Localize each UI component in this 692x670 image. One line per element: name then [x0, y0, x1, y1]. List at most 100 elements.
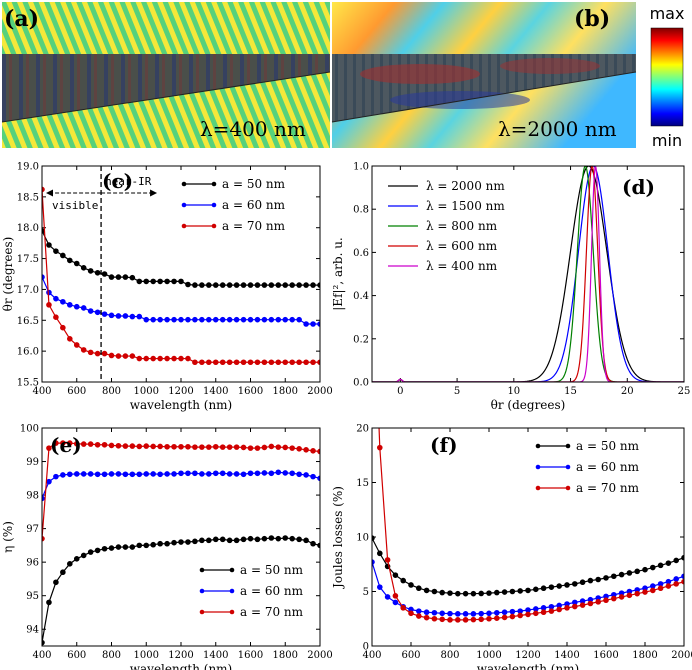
- data-point: [199, 471, 205, 477]
- data-point: [101, 271, 108, 277]
- data-point: [143, 278, 150, 285]
- data-point: [73, 342, 80, 348]
- data-point: [206, 282, 212, 288]
- data-point: [494, 609, 500, 616]
- data-point: [261, 535, 268, 542]
- legend-marker: [565, 464, 571, 470]
- x-tick-label: 1600: [238, 386, 263, 397]
- y-tick-label: 99: [26, 457, 39, 468]
- data-point: [53, 440, 59, 446]
- data-point: [226, 444, 233, 450]
- data-point: [129, 544, 136, 550]
- data-point: [240, 282, 247, 288]
- data-point: [212, 316, 219, 323]
- legend-label: a = 60 nm: [222, 198, 286, 212]
- data-point: [462, 611, 469, 617]
- data-point: [247, 445, 254, 451]
- data-point: [178, 355, 184, 362]
- data-point: [310, 321, 316, 327]
- data-point: [400, 605, 407, 611]
- data-point: [219, 316, 226, 323]
- x-tick-label: 10: [507, 386, 520, 397]
- chart-c: 400 600 800 1000 1200 1400 1600 1800 2000 15.5 16.…: [1, 162, 333, 413]
- data-point: [247, 316, 254, 323]
- data-point: [626, 592, 633, 599]
- y-tick-label: 18.0: [17, 223, 39, 234]
- colorbar-gradient: [650, 27, 684, 127]
- legend-marker: [229, 609, 235, 615]
- y-tick-label: 0.0: [353, 378, 369, 389]
- data-point: [579, 602, 586, 608]
- data-point: [219, 359, 226, 366]
- legend-label: a = 50 nm: [240, 563, 304, 577]
- legend-marker: [199, 567, 205, 573]
- series-line: [42, 189, 320, 363]
- data-point: [494, 589, 500, 596]
- data-point: [377, 584, 383, 590]
- data-point: [501, 589, 508, 595]
- data-point: [423, 614, 430, 621]
- data-point: [122, 274, 129, 280]
- data-point: [548, 584, 555, 590]
- data-point: [129, 313, 136, 320]
- data-point: [268, 470, 275, 477]
- legend-marker: [181, 202, 187, 208]
- data-point: [94, 350, 101, 357]
- series-line: [42, 230, 320, 286]
- data-point: [416, 608, 422, 614]
- data-point: [226, 316, 233, 323]
- x-tick-label: 2000: [307, 650, 332, 661]
- y-axis-label: η (%): [1, 521, 15, 553]
- data-point: [94, 471, 101, 478]
- data-point: [431, 609, 438, 616]
- data-point: [164, 540, 170, 547]
- x-axis-label: wavelength (nm): [130, 662, 233, 670]
- data-point: [240, 316, 247, 323]
- data-point: [185, 281, 191, 288]
- data-point: [60, 252, 66, 259]
- data-point: [143, 443, 150, 449]
- data-point: [53, 473, 59, 480]
- data-point: [206, 537, 212, 544]
- x-axis-label: θr (degrees): [491, 398, 566, 412]
- data-point: [317, 475, 320, 482]
- data-point: [556, 606, 563, 613]
- data-point: [240, 444, 247, 451]
- data-point: [192, 282, 198, 288]
- data-point: [53, 248, 59, 254]
- data-point: [129, 274, 136, 281]
- data-point: [282, 316, 289, 323]
- data-point: [171, 539, 177, 546]
- panel-label: (f): [430, 433, 458, 457]
- data-point: [289, 445, 296, 451]
- data-point: [212, 470, 219, 477]
- data-point: [317, 359, 320, 366]
- y-axis-label: |Ef|², arb. u.: [331, 237, 345, 310]
- panel-b-field-map: (b) λ=2000 nm: [331, 2, 637, 148]
- data-point: [192, 470, 198, 477]
- data-point: [60, 472, 66, 478]
- data-point: [60, 298, 66, 305]
- data-point: [595, 599, 602, 605]
- x-tick-label: 5: [454, 386, 460, 397]
- axes-frame: [41, 427, 321, 647]
- x-tick-label: 20: [621, 386, 634, 397]
- data-point: [310, 282, 316, 288]
- data-point: [400, 577, 407, 584]
- x-tick-label: 25: [678, 386, 691, 397]
- data-point: [171, 443, 177, 450]
- data-point: [247, 470, 254, 477]
- data-point: [150, 471, 156, 477]
- data-point: [115, 274, 122, 280]
- series-line: [372, 166, 684, 382]
- axes-frame: [371, 165, 685, 383]
- panel-label: (e): [50, 433, 82, 457]
- data-point: [94, 441, 101, 448]
- data-point: [108, 545, 115, 551]
- data-point: [171, 471, 177, 477]
- legend-marker: [211, 181, 217, 187]
- data-point: [178, 316, 184, 323]
- data-point: [377, 444, 383, 451]
- data-point: [164, 443, 170, 450]
